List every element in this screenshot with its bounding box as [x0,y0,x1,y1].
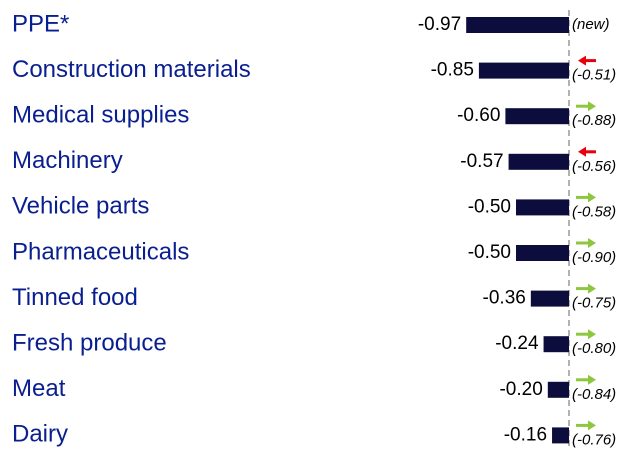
arrow-head [588,329,596,340]
bar [547,381,569,398]
value-label: -0.16 [504,424,547,445]
bar [516,199,569,216]
category-label: Meat [12,375,66,402]
change-arrow [576,374,596,385]
value-label: -0.24 [495,333,539,354]
change-arrow [576,420,596,431]
category-label: PPE* [12,10,69,37]
category-label: Pharmaceuticals [12,238,189,265]
change-arrow [576,192,596,203]
change-arrow [576,101,596,112]
value-label: -0.97 [418,14,461,35]
arrow-head [578,55,586,66]
change-arrow [576,329,596,340]
bar [516,245,569,261]
arrow-head [588,238,596,248]
value-label: -0.57 [460,151,503,172]
previous-label: (-0.76) [572,431,616,448]
bar [505,108,569,125]
arrow-head [578,146,586,157]
previous-label: (-0.51) [572,67,616,84]
arrow-head [588,101,596,112]
category-label: Medical supplies [12,102,189,129]
change-arrow [578,55,596,66]
category-label: Vehicle parts [12,193,149,220]
value-label: -0.85 [431,60,474,81]
arrow-head [588,374,596,385]
category-label: Construction materials [12,56,251,83]
arrow-head [588,283,596,294]
change-arrow [576,283,596,294]
previous-label: (-0.75) [572,295,616,312]
value-label: -0.50 [468,196,511,217]
previous-label: (-0.58) [572,203,616,220]
bar [478,62,569,79]
value-label: -0.20 [499,379,542,400]
category-label: Dairy [12,421,68,448]
bar [508,153,569,170]
bar [530,290,569,307]
previous-label: (-0.90) [572,249,616,266]
value-label: -0.36 [483,288,526,309]
change-arrow [578,146,596,157]
category-label: Machinery [12,147,123,174]
value-label: -0.60 [457,105,500,126]
category-label: Fresh produce [12,330,167,357]
bar [543,336,569,353]
previous-label: (new) [572,16,610,33]
value-label: -0.50 [468,242,511,263]
bar [552,427,569,444]
previous-label: (-0.84) [572,386,616,403]
previous-label: (-0.80) [572,340,616,357]
change-arrow [576,238,596,248]
category-label: Tinned food [12,284,138,311]
arrow-head [588,192,596,203]
arrow-head [588,420,596,431]
previous-label: (-0.88) [572,112,616,129]
previous-label: (-0.56) [572,158,616,175]
bar [466,17,569,33]
